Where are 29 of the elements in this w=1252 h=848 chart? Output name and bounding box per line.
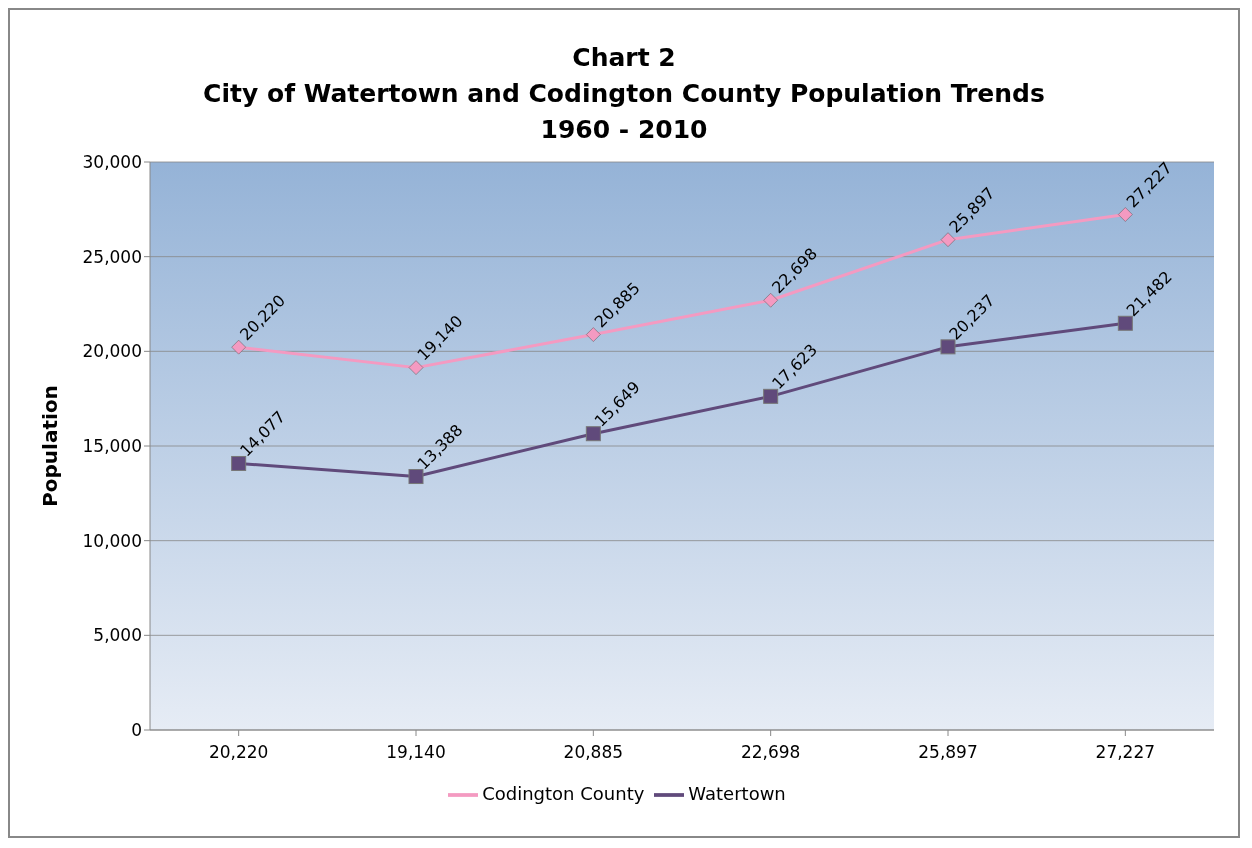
point bbox=[408, 469, 424, 485]
y-tick-label: 30,000 bbox=[82, 152, 142, 173]
point bbox=[763, 388, 779, 404]
y-axis-title: Population bbox=[38, 385, 63, 507]
point bbox=[231, 339, 246, 355]
y-tick-label: 5,000 bbox=[93, 625, 142, 646]
point bbox=[585, 426, 601, 442]
x-tick-label: 27,227 bbox=[1095, 742, 1156, 763]
point bbox=[940, 339, 956, 355]
point bbox=[1117, 315, 1133, 331]
point bbox=[231, 455, 247, 471]
x-tick-label: 20,885 bbox=[563, 742, 624, 763]
y-tick-label: 25,000 bbox=[82, 246, 142, 267]
y-tick-label: 20,000 bbox=[82, 341, 142, 362]
y-tick-label: 15,000 bbox=[82, 436, 142, 457]
point bbox=[940, 232, 956, 247]
point bbox=[763, 293, 778, 308]
legend-label: Codington County bbox=[482, 783, 645, 804]
point bbox=[1118, 207, 1133, 222]
x-tick-label: 22,698 bbox=[740, 742, 801, 763]
y-tick-label: 0 bbox=[131, 720, 142, 741]
x-tick-label: 25,897 bbox=[918, 742, 978, 763]
legend-label: Watertown bbox=[688, 783, 786, 804]
x-tick-label: 20,220 bbox=[208, 742, 269, 763]
x-tick-label: 19,140 bbox=[386, 742, 446, 763]
y-tick-label: 10,000 bbox=[82, 530, 142, 551]
point bbox=[586, 327, 601, 342]
chart-title: Chart 2 City of Watertown and Codington County Population Trends 1960 - 2010 bbox=[202, 42, 1046, 146]
point bbox=[408, 360, 424, 375]
